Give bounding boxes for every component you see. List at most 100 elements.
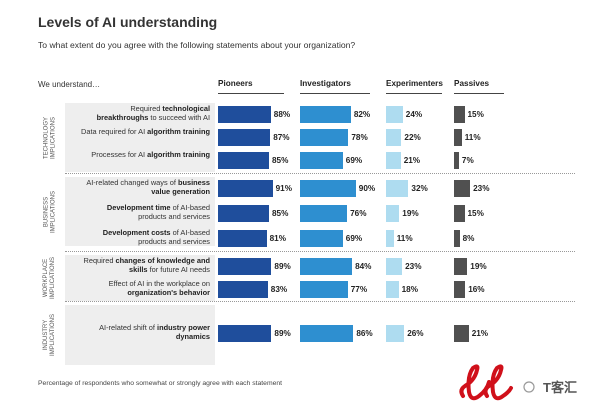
statement-text: for future AI needs xyxy=(147,264,210,274)
bar-investigators xyxy=(300,258,353,275)
bar-investigators xyxy=(300,325,354,342)
statement-emphasis: technological breakthroughs xyxy=(96,104,210,122)
statement-emphasis: business value generation xyxy=(151,178,210,196)
bar-investigators xyxy=(300,106,351,123)
group-label: INDUSTRY IMPLICATIONS xyxy=(43,314,56,356)
statement-text: of AI-based products and services xyxy=(138,203,210,221)
bar-pioneers xyxy=(218,205,269,222)
value-label-investigators: 78% xyxy=(351,133,368,142)
group-label: WORKPLACE IMPLICATIONS xyxy=(43,257,56,299)
bar-investigators xyxy=(300,129,349,146)
bar-investigators xyxy=(300,230,343,247)
value-label-passives: 16% xyxy=(468,285,485,294)
value-label-passives: 23% xyxy=(473,184,490,193)
column-rule xyxy=(454,93,504,94)
bar-passives xyxy=(454,129,462,146)
value-label-pioneers: 89% xyxy=(274,329,291,338)
statement-label: AI-related changed ways of business valu… xyxy=(80,178,210,196)
bar-passives xyxy=(454,180,471,197)
statement-emphasis: Development costs xyxy=(102,228,171,237)
bar-investigators xyxy=(300,180,356,197)
bar-experimenters xyxy=(386,106,403,123)
bar-experimenters xyxy=(386,152,401,169)
value-label-experimenters: 24% xyxy=(405,110,423,119)
value-label-pioneers: 89% xyxy=(274,262,291,271)
value-label-investigators: 77% xyxy=(350,285,368,294)
bar-pioneers xyxy=(218,325,272,342)
statement-emphasis: Development time xyxy=(106,203,171,212)
group-box xyxy=(65,103,215,172)
statement-text: Required xyxy=(130,104,163,113)
value-label-investigators: 82% xyxy=(353,110,371,119)
group-separator xyxy=(65,301,575,302)
column-header-passives: Passives xyxy=(454,79,490,88)
statement-label: Processes for AI algorithm training xyxy=(80,150,210,160)
bar-pioneers xyxy=(218,152,269,169)
column-rule xyxy=(386,93,442,94)
statement-emphasis: algorithm training xyxy=(147,150,210,159)
statement-emphasis: industry power dynamics xyxy=(157,323,210,341)
bar-pioneers xyxy=(218,230,267,247)
value-label-pioneers: 85% xyxy=(272,156,289,165)
value-label-pioneers: 83% xyxy=(270,285,288,294)
value-label-passives: 11% xyxy=(464,133,481,142)
column-header-experimenters: Experimenters xyxy=(386,79,443,88)
value-label-experimenters: 32% xyxy=(411,184,428,193)
bar-passives xyxy=(454,205,465,222)
bar-passives xyxy=(454,230,460,247)
statement-text: AI-related changed ways of xyxy=(86,178,178,187)
statement-text: AI-related shift of xyxy=(99,323,158,332)
bar-pioneers xyxy=(218,106,271,123)
value-label-pioneers: 85% xyxy=(272,209,289,218)
group-separator xyxy=(65,173,575,174)
statement-emphasis: algorithm training xyxy=(147,127,210,136)
bar-experimenters xyxy=(386,180,409,197)
column-rule xyxy=(218,93,284,94)
bar-pioneers xyxy=(218,258,272,275)
bar-investigators xyxy=(300,281,348,298)
column-header-investigators: Investigators xyxy=(300,79,351,88)
statement-label: Required changes of knowledge and skills… xyxy=(80,256,211,274)
value-label-passives: 7% xyxy=(461,156,474,165)
value-label-investigators: 84% xyxy=(355,262,372,271)
value-label-experimenters: 11% xyxy=(396,234,413,243)
statement-label: Development time of AI-based products an… xyxy=(80,203,210,221)
value-label-pioneers: 87% xyxy=(273,133,290,142)
value-label-experimenters: 26% xyxy=(407,329,424,338)
bar-passives xyxy=(454,258,468,275)
value-label-investigators: 76% xyxy=(350,209,367,218)
bar-pioneers xyxy=(218,129,271,146)
value-label-passives: 15% xyxy=(467,110,484,119)
value-label-passives: 19% xyxy=(470,262,487,271)
bar-experimenters xyxy=(386,205,400,222)
statement-emphasis: organization's behavior xyxy=(127,287,210,297)
bar-experimenters xyxy=(386,325,405,342)
bar-passives xyxy=(454,152,459,169)
bar-experimenters xyxy=(386,230,394,247)
column-rule xyxy=(300,93,370,94)
group-box xyxy=(65,177,215,246)
group-label: TECHNOLOGY IMPLICATIONS xyxy=(43,116,56,159)
brand-watermark: T客汇 xyxy=(459,364,577,401)
group-box xyxy=(65,255,215,301)
chart-subtitle: To what extent do you agree with the fol… xyxy=(38,40,356,50)
statement-text: to succeed with AI xyxy=(148,112,210,122)
value-label-experimenters: 22% xyxy=(404,133,421,142)
value-label-investigators: 69% xyxy=(345,156,363,165)
value-label-experimenters: 23% xyxy=(405,262,422,271)
statement-text: Effect of AI in the workplace on xyxy=(108,279,210,288)
bar-experimenters xyxy=(386,281,399,298)
bar-passives xyxy=(454,281,466,298)
group-separator xyxy=(65,251,575,252)
bar-experimenters xyxy=(386,129,402,146)
statement-label: Data required for AI algorithm training xyxy=(80,127,210,137)
value-label-pioneers: 88% xyxy=(273,110,291,119)
value-label-pioneers: 91% xyxy=(275,184,292,193)
bar-passives xyxy=(454,325,469,342)
value-label-pioneers: 81% xyxy=(269,234,286,243)
statement-label: Effect of AI in the workplace on organiz… xyxy=(80,279,210,297)
value-label-experimenters: 19% xyxy=(402,209,419,218)
group-label: BUSINESS IMPLICATIONS xyxy=(43,190,56,233)
statement-text: of AI-based products and services xyxy=(138,228,210,246)
bar-pioneers xyxy=(218,180,273,197)
